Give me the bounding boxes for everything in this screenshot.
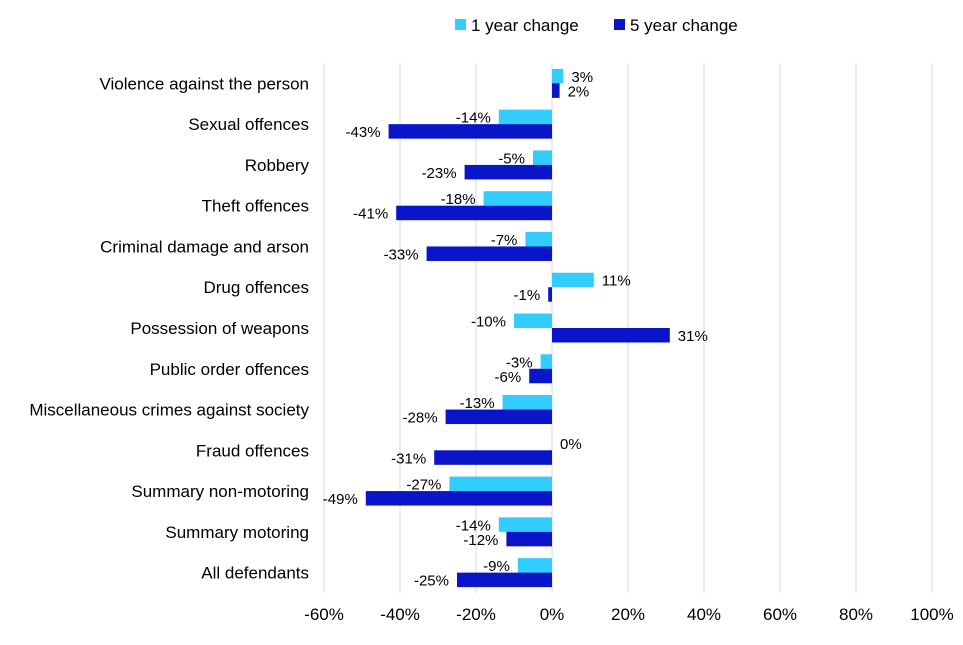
- data-label-5-year: -49%: [323, 491, 358, 508]
- data-label-5-year: 31%: [678, 328, 708, 345]
- bar-5-year-change: [445, 409, 552, 425]
- legend-swatch: [455, 19, 466, 30]
- category-label: Fraud offences: [196, 441, 309, 460]
- x-axis-ticks: -60% -40% -20% 0% 20% 40% 60% 80% 100%: [304, 605, 954, 624]
- bar-1-year-change: [540, 354, 552, 369]
- category-label: Miscellaneous crimes against society: [29, 401, 309, 420]
- bar-1-year-change: [498, 517, 552, 532]
- category-label: Possession of weapons: [130, 319, 309, 338]
- data-label-1-year: 3%: [571, 69, 593, 86]
- category-label: Violence against the person: [99, 74, 309, 93]
- x-tick-label: 40%: [687, 605, 721, 624]
- bar-5-year-change: [365, 491, 552, 506]
- data-label-5-year: -31%: [391, 450, 426, 467]
- bar-5-year-change: [529, 368, 552, 384]
- data-label-1-year: 11%: [602, 273, 631, 290]
- data-label-5-year: 2%: [568, 83, 590, 100]
- bar-5-year-change: [552, 83, 560, 98]
- bar-1-year-change: [498, 109, 552, 125]
- data-label-1-year: -3%: [506, 354, 533, 371]
- category-label: Drug offences: [203, 278, 309, 297]
- bars: [365, 68, 670, 588]
- data-label-1-year: -9%: [483, 558, 510, 575]
- bar-5-year-change: [464, 164, 552, 180]
- data-label-5-year: -41%: [353, 206, 388, 223]
- x-tick-label: -40%: [380, 605, 420, 624]
- category-label: Summary non-motoring: [131, 482, 309, 501]
- bar-5-year-change: [396, 205, 552, 221]
- category-label: All defendants: [201, 564, 309, 583]
- bar-5-year-change: [426, 246, 552, 261]
- legend-swatch: [614, 19, 625, 30]
- data-label-5-year: -23%: [422, 165, 457, 182]
- bar-1-year-change: [552, 68, 564, 84]
- bar-1-year-change: [502, 395, 552, 410]
- data-label-5-year: -12%: [463, 532, 498, 549]
- legend-label: 1 year change: [471, 16, 579, 35]
- data-label-1-year: -18%: [441, 191, 476, 208]
- data-label-1-year: -10%: [471, 314, 506, 331]
- data-label-5-year: -28%: [403, 410, 438, 427]
- data-label-5-year: -25%: [414, 573, 449, 590]
- bar-1-year-change: [533, 150, 552, 165]
- bar-5-year-change: [548, 287, 552, 302]
- data-label-5-year: -6%: [495, 369, 522, 386]
- bar-1-year-change: [449, 476, 552, 492]
- data-label-1-year: -5%: [498, 150, 525, 167]
- data-label-5-year: -1%: [514, 287, 541, 304]
- bar-5-year-change: [457, 572, 552, 588]
- data-label-1-year: -27%: [406, 477, 441, 494]
- x-tick-label: 20%: [611, 605, 645, 624]
- legend-label: 5 year change: [630, 16, 738, 35]
- bar-1-year-change: [483, 191, 552, 206]
- category-label: Sexual offences: [188, 115, 309, 134]
- category-label: Theft offences: [202, 197, 309, 216]
- data-label-1-year: -14%: [456, 517, 491, 534]
- category-label: Robbery: [245, 156, 310, 175]
- category-label: Criminal damage and arson: [100, 237, 309, 256]
- x-tick-label: 0%: [540, 605, 565, 624]
- bar-5-year-change: [552, 328, 670, 343]
- data-label-5-year: -43%: [346, 124, 381, 141]
- x-tick-label: 60%: [763, 605, 797, 624]
- x-tick-label: -20%: [456, 605, 496, 624]
- bar-1-year-change: [517, 558, 552, 573]
- data-label-5-year: -33%: [384, 246, 419, 263]
- bar-5-year-change: [434, 450, 552, 465]
- category-label: Public order offences: [150, 360, 309, 379]
- bar-1-year-change: [552, 272, 594, 288]
- data-label-1-year: -13%: [460, 395, 495, 412]
- legend: 1 year change 5 year change: [455, 16, 738, 35]
- data-label-1-year: 0%: [560, 436, 582, 453]
- bar-1-year-change: [525, 231, 552, 247]
- category-labels: Violence against the person Sexual offenc…: [29, 74, 309, 582]
- data-labels: 3%2% -14% -43% -5% -23% -18% -41% -7% -33% 11% -1%…: [323, 69, 708, 590]
- data-label-1-year: -7%: [491, 232, 518, 249]
- x-tick-label: -60%: [304, 605, 344, 624]
- x-tick-label: 80%: [839, 605, 873, 624]
- category-label: Summary motoring: [165, 523, 309, 542]
- bar-5-year-change: [388, 124, 552, 139]
- data-label-1-year: -14%: [456, 110, 491, 127]
- bar-5-year-change: [506, 531, 552, 547]
- bar-1-year-change: [514, 313, 552, 328]
- x-tick-label: 100%: [910, 605, 953, 624]
